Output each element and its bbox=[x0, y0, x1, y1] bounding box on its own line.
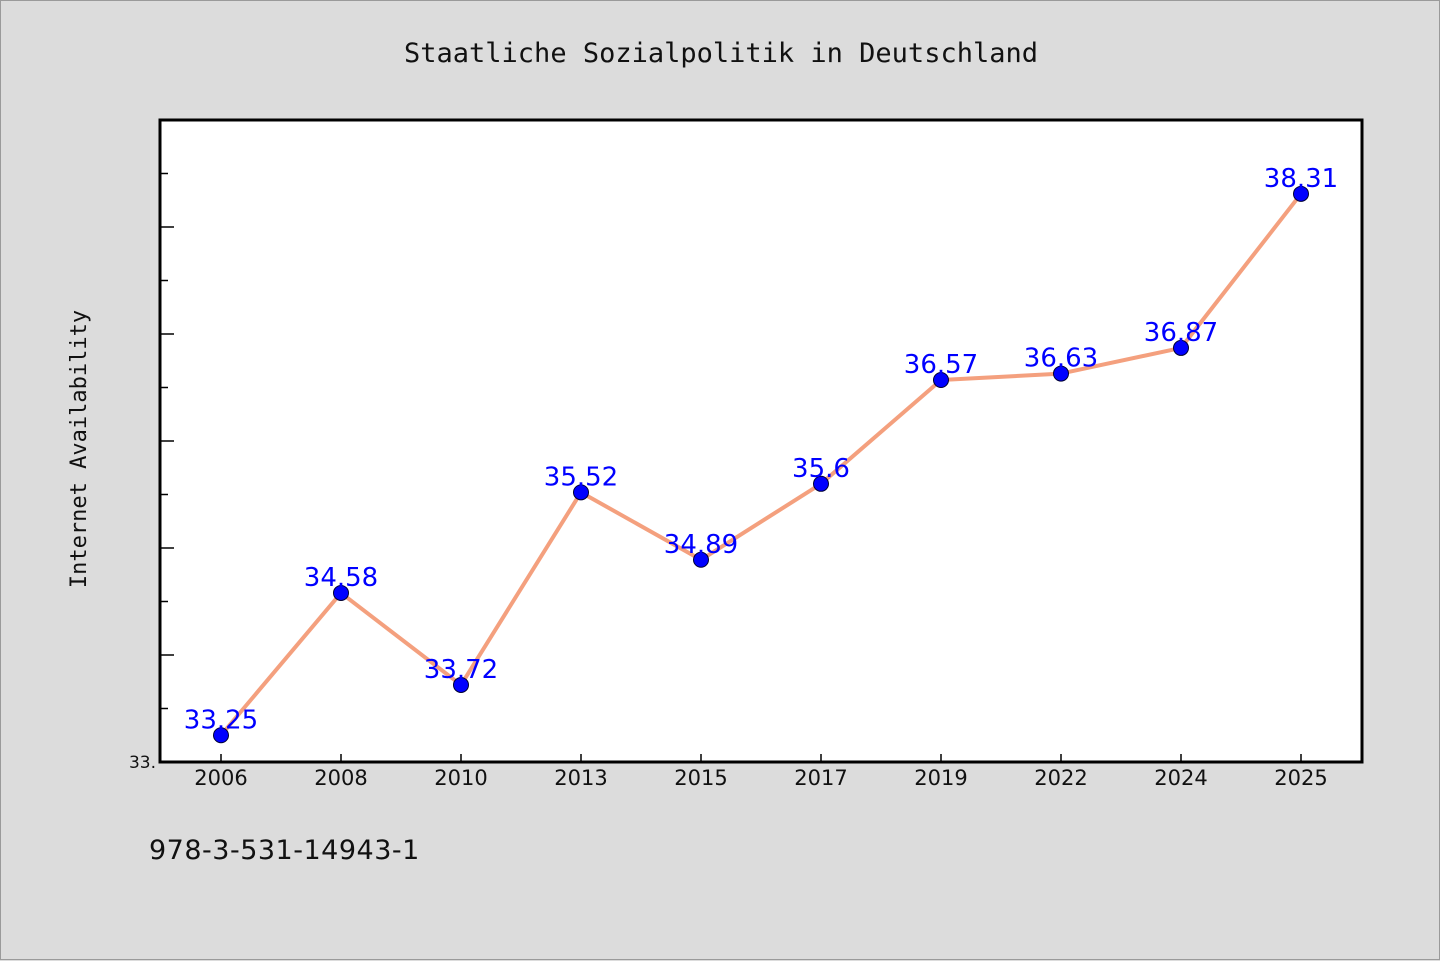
x-tick-label: 2017 bbox=[794, 766, 847, 790]
x-tick-label: 2022 bbox=[1034, 766, 1087, 790]
data-label: 34.58 bbox=[304, 563, 378, 593]
data-point bbox=[813, 475, 829, 492]
x-tick-label: 2025 bbox=[1274, 766, 1327, 790]
plot-area bbox=[158, 118, 1364, 764]
data-point bbox=[213, 727, 229, 744]
data-points-group bbox=[213, 185, 1309, 744]
data-point bbox=[693, 551, 709, 568]
x-tick-label: 2010 bbox=[434, 766, 487, 790]
data-point bbox=[933, 372, 949, 389]
data-label: 38.31 bbox=[1264, 164, 1338, 194]
x-tick-label: 2006 bbox=[194, 766, 247, 790]
x-tick-label: 2015 bbox=[674, 766, 727, 790]
data-label: 34.89 bbox=[664, 530, 738, 560]
x-tick-label: 2013 bbox=[554, 766, 607, 790]
data-point bbox=[1053, 365, 1069, 382]
y-axis-label: Internet Availability bbox=[67, 310, 92, 588]
chart-title: Staatliche Sozialpolitik in Deutschland bbox=[404, 38, 1038, 69]
series-line-group bbox=[219, 191, 1303, 738]
data-label: 33.25 bbox=[184, 705, 258, 735]
data-point bbox=[333, 584, 349, 601]
x-tick-label: 2019 bbox=[914, 766, 967, 790]
data-label: 36.63 bbox=[1024, 344, 1098, 374]
x-tick-label: 2008 bbox=[314, 766, 367, 790]
y-axis-ticks: 33. bbox=[129, 172, 174, 773]
data-label: 35.52 bbox=[544, 462, 618, 492]
y-tick-label: 33. bbox=[129, 753, 156, 773]
x-axis-ticks: 2006 2008 2010 2013 2015 2017 2019 2022 2024 2025 bbox=[194, 754, 1328, 790]
isbn-caption: 978-3-531-14943-1 bbox=[149, 835, 420, 866]
series-line bbox=[219, 191, 1303, 738]
data-label: 36.57 bbox=[904, 350, 978, 380]
x-tick-label: 2024 bbox=[1154, 766, 1207, 790]
data-label: 36.87 bbox=[1144, 318, 1218, 348]
data-labels-group: 33.25 34.58 33.72 35.52 34.89 35.6 36.57 36.63 3… bbox=[184, 164, 1338, 735]
data-point bbox=[1173, 339, 1189, 356]
data-point bbox=[573, 484, 589, 501]
data-label: 35.6 bbox=[792, 454, 850, 484]
data-label: 33.72 bbox=[424, 655, 498, 685]
data-point bbox=[1293, 185, 1309, 202]
data-point bbox=[453, 676, 469, 693]
